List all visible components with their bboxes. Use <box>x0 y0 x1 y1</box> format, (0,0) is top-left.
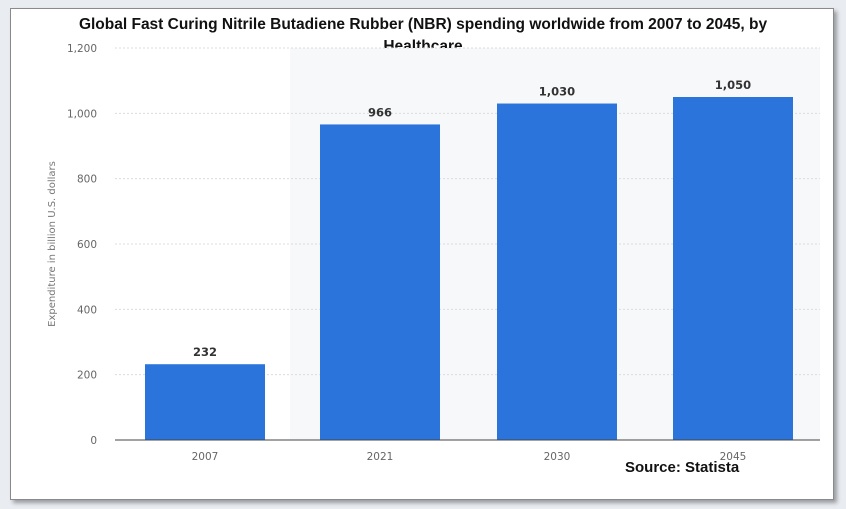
x-tick-label: 2045 <box>720 451 747 463</box>
y-tick-label: 800 <box>77 174 97 186</box>
bar-2030 <box>497 103 617 441</box>
y-tick-label: 0 <box>90 435 97 447</box>
source-note: Source: Statista <box>625 459 740 476</box>
chart-title-line-1: Global Fast Curing Nitrile Butadiene Rub… <box>78 16 768 33</box>
bar-2007 <box>145 364 265 440</box>
x-tick-label: 2030 <box>544 451 571 463</box>
bars <box>145 97 793 441</box>
x-axis-ticks: 2007 2021 2030 2045 <box>192 451 747 463</box>
data-label: 232 <box>193 345 217 359</box>
y-tick-label: 1,000 <box>67 108 97 120</box>
bar-2021 <box>320 124 440 440</box>
data-label: 1,050 <box>715 78 751 92</box>
x-tick-label: 2007 <box>192 451 219 463</box>
x-tick-label: 2021 <box>367 451 394 463</box>
y-axis-label: Expenditure in billion U.S. dollars <box>47 161 58 327</box>
data-labels: 232 966 1,030 1,050 <box>193 78 751 359</box>
y-tick-label: 600 <box>77 239 97 251</box>
bar-2045 <box>673 97 793 440</box>
y-tick-label: 200 <box>77 370 97 382</box>
data-label: 966 <box>368 105 392 119</box>
gridlines <box>115 47 820 376</box>
y-axis-ticks: 0 200 400 600 800 1,000 1,200 <box>67 43 97 447</box>
data-label: 1,030 <box>539 85 575 99</box>
y-tick-label: 400 <box>77 304 97 316</box>
y-tick-label: 1,200 <box>67 43 97 55</box>
